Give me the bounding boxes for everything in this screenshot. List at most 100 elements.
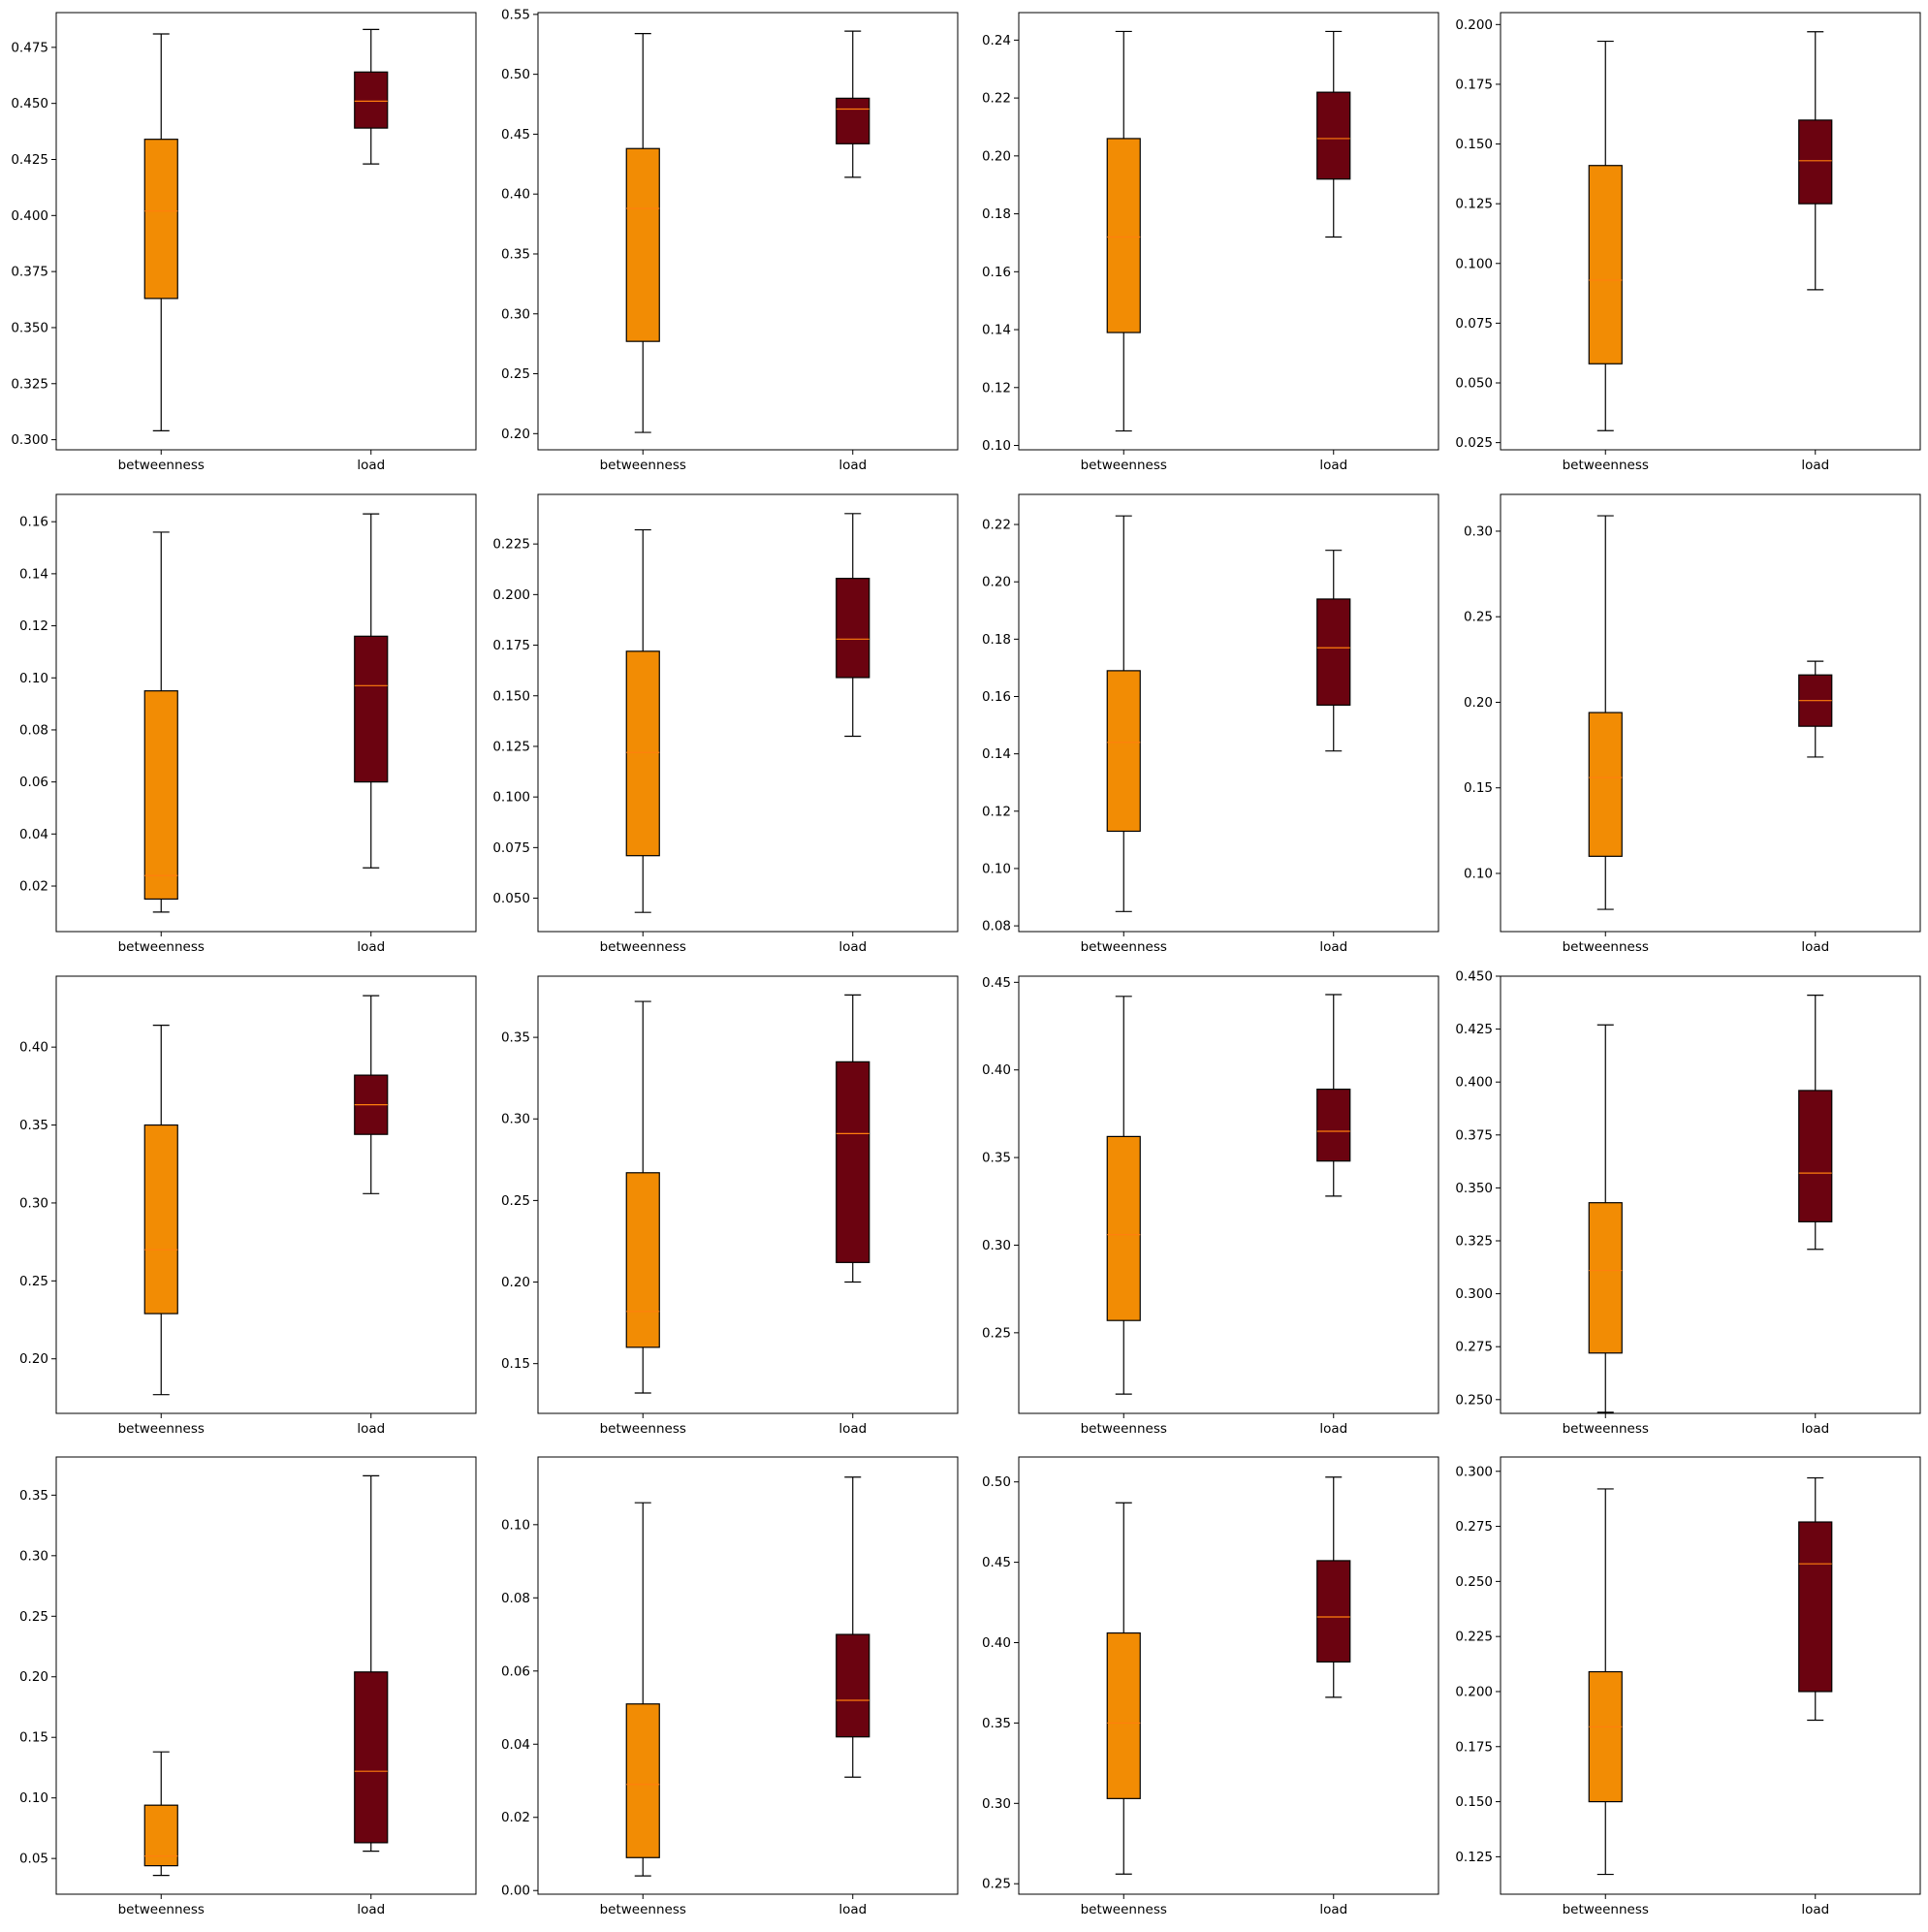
y-tick-label: 0.200 [1455,1684,1493,1699]
load-box [836,97,870,144]
y-tick-label: 0.150 [1455,137,1493,152]
betweenness-box [625,1703,660,1858]
y-tick-label: 0.10 [1464,866,1493,881]
y-tick-label: 0.14 [19,566,48,582]
y-tick-label: 0.10 [982,861,1011,876]
betweenness-box [1588,712,1623,857]
y-tick-label: 0.125 [492,739,530,754]
y-tick-label: 0.14 [982,746,1011,762]
load-box [836,1633,870,1738]
y-tick-label: 0.25 [19,1609,48,1625]
x-tick-label: betweenness [1563,939,1649,955]
y-tick-label: 0.275 [1455,1519,1493,1535]
subplot-11: 0.25 0.30 0.35 0.40 0.45 betweenness load [982,975,1439,1437]
y-tick-label: 0.45 [982,1555,1011,1570]
subplot-16: 0.125 0.150 0.175 0.200 0.225 0.250 0.275 0.300… [1455,1456,1921,1917]
x-tick-label: betweenness [118,939,205,955]
x-tick-label: load [1319,458,1347,473]
y-tick-label: 0.50 [501,67,530,82]
plot-frame [1018,12,1439,451]
subplot-13: 0.05 0.10 0.15 0.20 0.25 0.30 0.35 betweenness l… [19,1456,477,1917]
y-tick-label: 0.30 [501,306,530,322]
y-tick-label: 0.55 [501,7,530,22]
load-box [1316,1088,1351,1162]
betweenness-box [1588,1670,1623,1803]
y-tick-label: 0.12 [982,380,1011,396]
x-tick-label: load [357,458,385,473]
y-tick-label: 0.250 [1455,1574,1493,1590]
x-tick-label: betweenness [600,1902,686,1917]
y-tick-label: 0.225 [492,537,530,553]
x-tick-label: load [1801,458,1829,473]
betweenness-box [625,147,660,342]
y-tick-label: 0.20 [982,148,1011,164]
y-tick-label: 0.20 [501,1275,530,1290]
y-tick-label: 0.15 [1464,780,1493,796]
y-tick-label: 0.450 [1455,969,1493,985]
x-tick-label: betweenness [1563,1902,1649,1917]
y-tick-label: 0.18 [982,206,1011,222]
y-tick-label: 0.45 [982,975,1011,991]
y-tick-label: 0.25 [501,1193,530,1209]
y-tick-label: 0.14 [982,323,1011,338]
y-tick-label: 0.10 [19,671,48,686]
subplot-14: 0.00 0.02 0.04 0.06 0.08 0.10 betweenness load [501,1456,959,1917]
y-tick-label: 0.35 [19,1118,48,1133]
y-tick-label: 0.125 [1455,1850,1493,1865]
subplot-1: 0.300 0.325 0.350 0.375 0.400 0.425 0.450 0.475… [11,12,477,473]
x-tick-label: betweenness [600,939,686,955]
y-tick-label: 0.22 [982,91,1011,107]
y-tick-label: 0.300 [1455,1464,1493,1479]
y-tick-label: 0.22 [982,518,1011,533]
subplot-7: 0.08 0.10 0.12 0.14 0.16 0.18 0.20 0.22 betweenn… [982,493,1439,955]
y-tick-label: 0.300 [1455,1286,1493,1302]
y-tick-label: 0.40 [982,1062,1011,1078]
load-box [1316,598,1351,706]
y-tick-label: 0.05 [19,1852,48,1867]
betweenness-box [1588,1202,1623,1354]
y-tick-label: 0.050 [1455,375,1493,391]
y-tick-label: 0.30 [982,1238,1011,1253]
y-tick-label: 0.40 [982,1635,1011,1651]
betweenness-box [1106,670,1141,833]
x-tick-label: betweenness [1081,939,1167,955]
x-tick-label: load [357,1421,385,1437]
y-tick-label: 0.30 [501,1112,530,1127]
y-tick-label: 0.100 [492,790,530,806]
plot-frame [1500,975,1921,1414]
betweenness-box [625,650,660,857]
y-tick-label: 0.18 [982,632,1011,648]
load-box [1316,1560,1351,1663]
y-tick-label: 0.30 [1464,523,1493,539]
y-tick-label: 0.375 [11,265,48,280]
plot-frame [537,1456,959,1895]
betweenness-box [143,690,178,901]
y-tick-label: 0.175 [1455,77,1493,92]
x-tick-label: betweenness [1563,1421,1649,1437]
plot-frame [55,975,477,1414]
y-tick-label: 0.02 [501,1810,530,1825]
x-tick-label: betweenness [1081,1421,1167,1437]
y-tick-label: 0.475 [11,40,48,55]
y-tick-label: 0.175 [1455,1739,1493,1755]
y-tick-label: 0.35 [501,1030,530,1046]
x-tick-label: load [838,1421,867,1437]
y-tick-label: 0.075 [492,840,530,856]
betweenness-box [1106,138,1141,333]
y-tick-label: 0.12 [982,804,1011,819]
y-tick-label: 0.450 [11,96,48,111]
y-tick-label: 0.025 [1455,435,1493,451]
load-box [1798,1090,1833,1222]
y-tick-label: 0.10 [982,438,1011,454]
x-tick-label: load [1801,1902,1829,1917]
y-tick-label: 0.30 [19,1195,48,1211]
x-tick-label: load [838,939,867,955]
y-tick-label: 0.25 [982,1325,1011,1341]
y-tick-label: 0.400 [11,208,48,224]
plot-frame [55,12,477,451]
y-tick-label: 0.00 [501,1884,530,1899]
y-tick-label: 0.200 [492,587,530,603]
subplot-2: 0.20 0.25 0.30 0.35 0.40 0.45 0.50 0.55 betweenn… [501,7,959,473]
y-tick-label: 0.12 [19,618,48,634]
plot-frame [1018,1456,1439,1895]
